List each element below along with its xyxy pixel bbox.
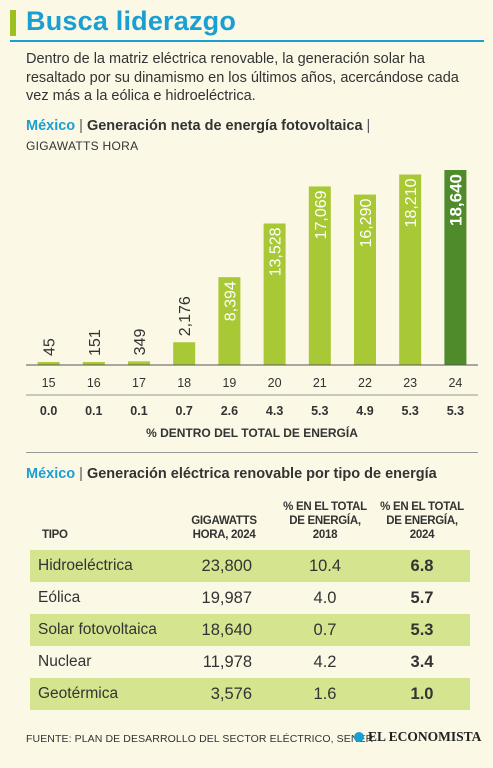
chart-x-tick-label: 15 [42,376,56,390]
section-divider [26,452,478,453]
chart-value-label: 45 [42,338,59,356]
chart-x-tick-label: 16 [87,376,101,390]
chart-value-label: 17,069 [313,190,330,239]
chart-share-label: 0.0 [40,404,57,418]
chart-value-label: 18,210 [403,178,420,227]
chart-share-label: 4.9 [356,404,373,418]
chart-unit-label: GIGAWATTS HORA [26,139,139,153]
chart-value-label: 13,528 [268,227,285,276]
chart-bar [218,277,241,365]
table-header-share-2024: % EN EL TOTAL DE ENERGÍA, 2024 [380,501,464,541]
table-cell-share-2018: 0.7 [276,614,374,646]
table-cell-share-2018: 10.4 [276,550,374,582]
chart-bar [354,194,376,365]
chart-bar [444,170,467,365]
table-cell-share-2024: 6.8 [374,550,470,582]
chart-heading: México | Generación neta de energía fotovo… [26,118,374,134]
chart-value-label: 16,290 [358,198,375,247]
chart-share-label: 2.6 [221,404,238,418]
table-cell-gwh: 23,800 [172,550,276,582]
chart-value-label: 8,394 [222,281,239,321]
chart-bar [173,342,196,365]
chart-heading-country: México [26,118,76,134]
chart-value-label: 18,640 [446,174,465,226]
table-cell-gwh: 11,978 [202,652,252,671]
table-cell-share-2024: 5.7 [410,588,434,607]
bar-chart-svg: 45 15 0.0 151 16 0.1 349 17 0.1 2,176 18 0.7 8,394 19… [26,170,478,440]
chart-share-label: 5.3 [311,404,328,418]
chart-heading-description: Generación neta de energía fotovoltaica [86,118,363,134]
chart-x-tick-label: 18 [177,376,191,390]
chart-bar [399,174,422,365]
table-row: Geotérmica 3,576 1.6 1.0 [30,678,470,710]
table-cell-type: Hidroeléctrica [30,550,172,582]
chart-x-tick-label: 19 [222,376,236,390]
chart-heading-separator: | [79,118,83,134]
chart-x-tick-label: 22 [358,376,372,390]
table-cell-type: Eólica [38,589,81,606]
table-row: Nuclear 11,978 4.2 3.4 [30,646,470,678]
chart-share-label: 0.1 [130,404,147,418]
chart-bar [263,223,286,365]
table-header-share-2018: % EN EL TOTAL DE ENERGÍA, 2018 [283,501,367,541]
table-cell-gwh: 18,640 [172,614,276,646]
table-header-tipo: TIPO [42,529,68,541]
bar-chart: 45 15 0.0 151 16 0.1 349 17 0.1 2,176 18 0.7 8,394 19… [0,150,493,450]
table-heading: México | Generación eléctrica renovable po… [26,466,437,482]
chart-share-label: 0.1 [85,404,102,418]
table-heading-description: Generación eléctrica renovable por tipo … [86,466,437,482]
table-cell-share-2024: 1.0 [374,678,470,710]
chart-share-label: 0.7 [176,404,193,418]
page-title: Busca liderazgo [26,6,237,36]
table-cell-share-2018: 1.6 [276,678,374,710]
table-row: Hidroeléctrica 23,800 10.4 6.8 [30,550,470,582]
chart-x-tick-label: 17 [132,376,146,390]
energy-table: TIPO GIGAWATTS HORA, 2024 % EN EL TOTAL … [30,500,470,710]
table-header-row: TIPO GIGAWATTS HORA, 2024 % EN EL TOTAL … [30,500,470,550]
title-accent-bar [10,10,16,36]
table-row: Solar fotovoltaica 18,640 0.7 5.3 [30,614,470,646]
brand-logo: EL ECONOMISTA [354,729,481,745]
intro-text: Dentro de la matriz eléctrica renovable,… [26,51,459,104]
brand-name: EL ECONOMISTA [368,729,482,744]
chart-bar [128,361,150,365]
chart-heading-trailing-separator: | [366,118,371,134]
chart-bar [37,362,60,365]
table-heading-separator: | [79,466,83,482]
title-bar: Busca liderazgo [0,6,493,40]
table-cell-type: Nuclear [38,653,92,670]
table-heading-country: México [26,466,76,482]
chart-value-label: 2,176 [177,296,194,336]
chart-x-tick-label: 20 [268,376,282,390]
brand-icon [354,732,364,742]
table-cell-type: Geotérmica [30,678,172,710]
chart-value-label: 349 [132,329,149,356]
chart-share-axis-label: % DENTRO DEL TOTAL DE ENERGÍA [146,425,358,440]
chart-share-label: 5.3 [402,404,419,418]
table-header-gwh-2024: GIGAWATTS HORA, 2024 [191,515,257,541]
table-cell-share-2018: 4.2 [313,652,337,671]
chart-bar [82,362,105,365]
table-cell-gwh: 3,576 [172,678,276,710]
table-cell-gwh: 19,987 [201,588,252,607]
chart-bar [308,186,331,365]
source-note: FUENTE: PLAN DE DESARROLLO DEL SECTOR EL… [26,733,374,745]
table-cell-share-2024: 5.3 [374,614,470,646]
table-cell-share-2024: 3.4 [410,652,434,671]
table-cell-share-2018: 4.0 [313,588,337,607]
chart-x-tick-label: 24 [448,376,462,390]
table-cell-type: Solar fotovoltaica [30,614,172,646]
chart-value-label: 151 [87,329,104,356]
title-rule [10,40,484,42]
chart-x-tick-label: 23 [403,376,417,390]
chart-x-tick-label: 21 [313,376,327,390]
chart-share-label: 5.3 [447,404,464,418]
chart-share-label: 4.3 [266,404,283,418]
table-row: Eólica 19,987 4.0 5.7 [30,582,470,614]
